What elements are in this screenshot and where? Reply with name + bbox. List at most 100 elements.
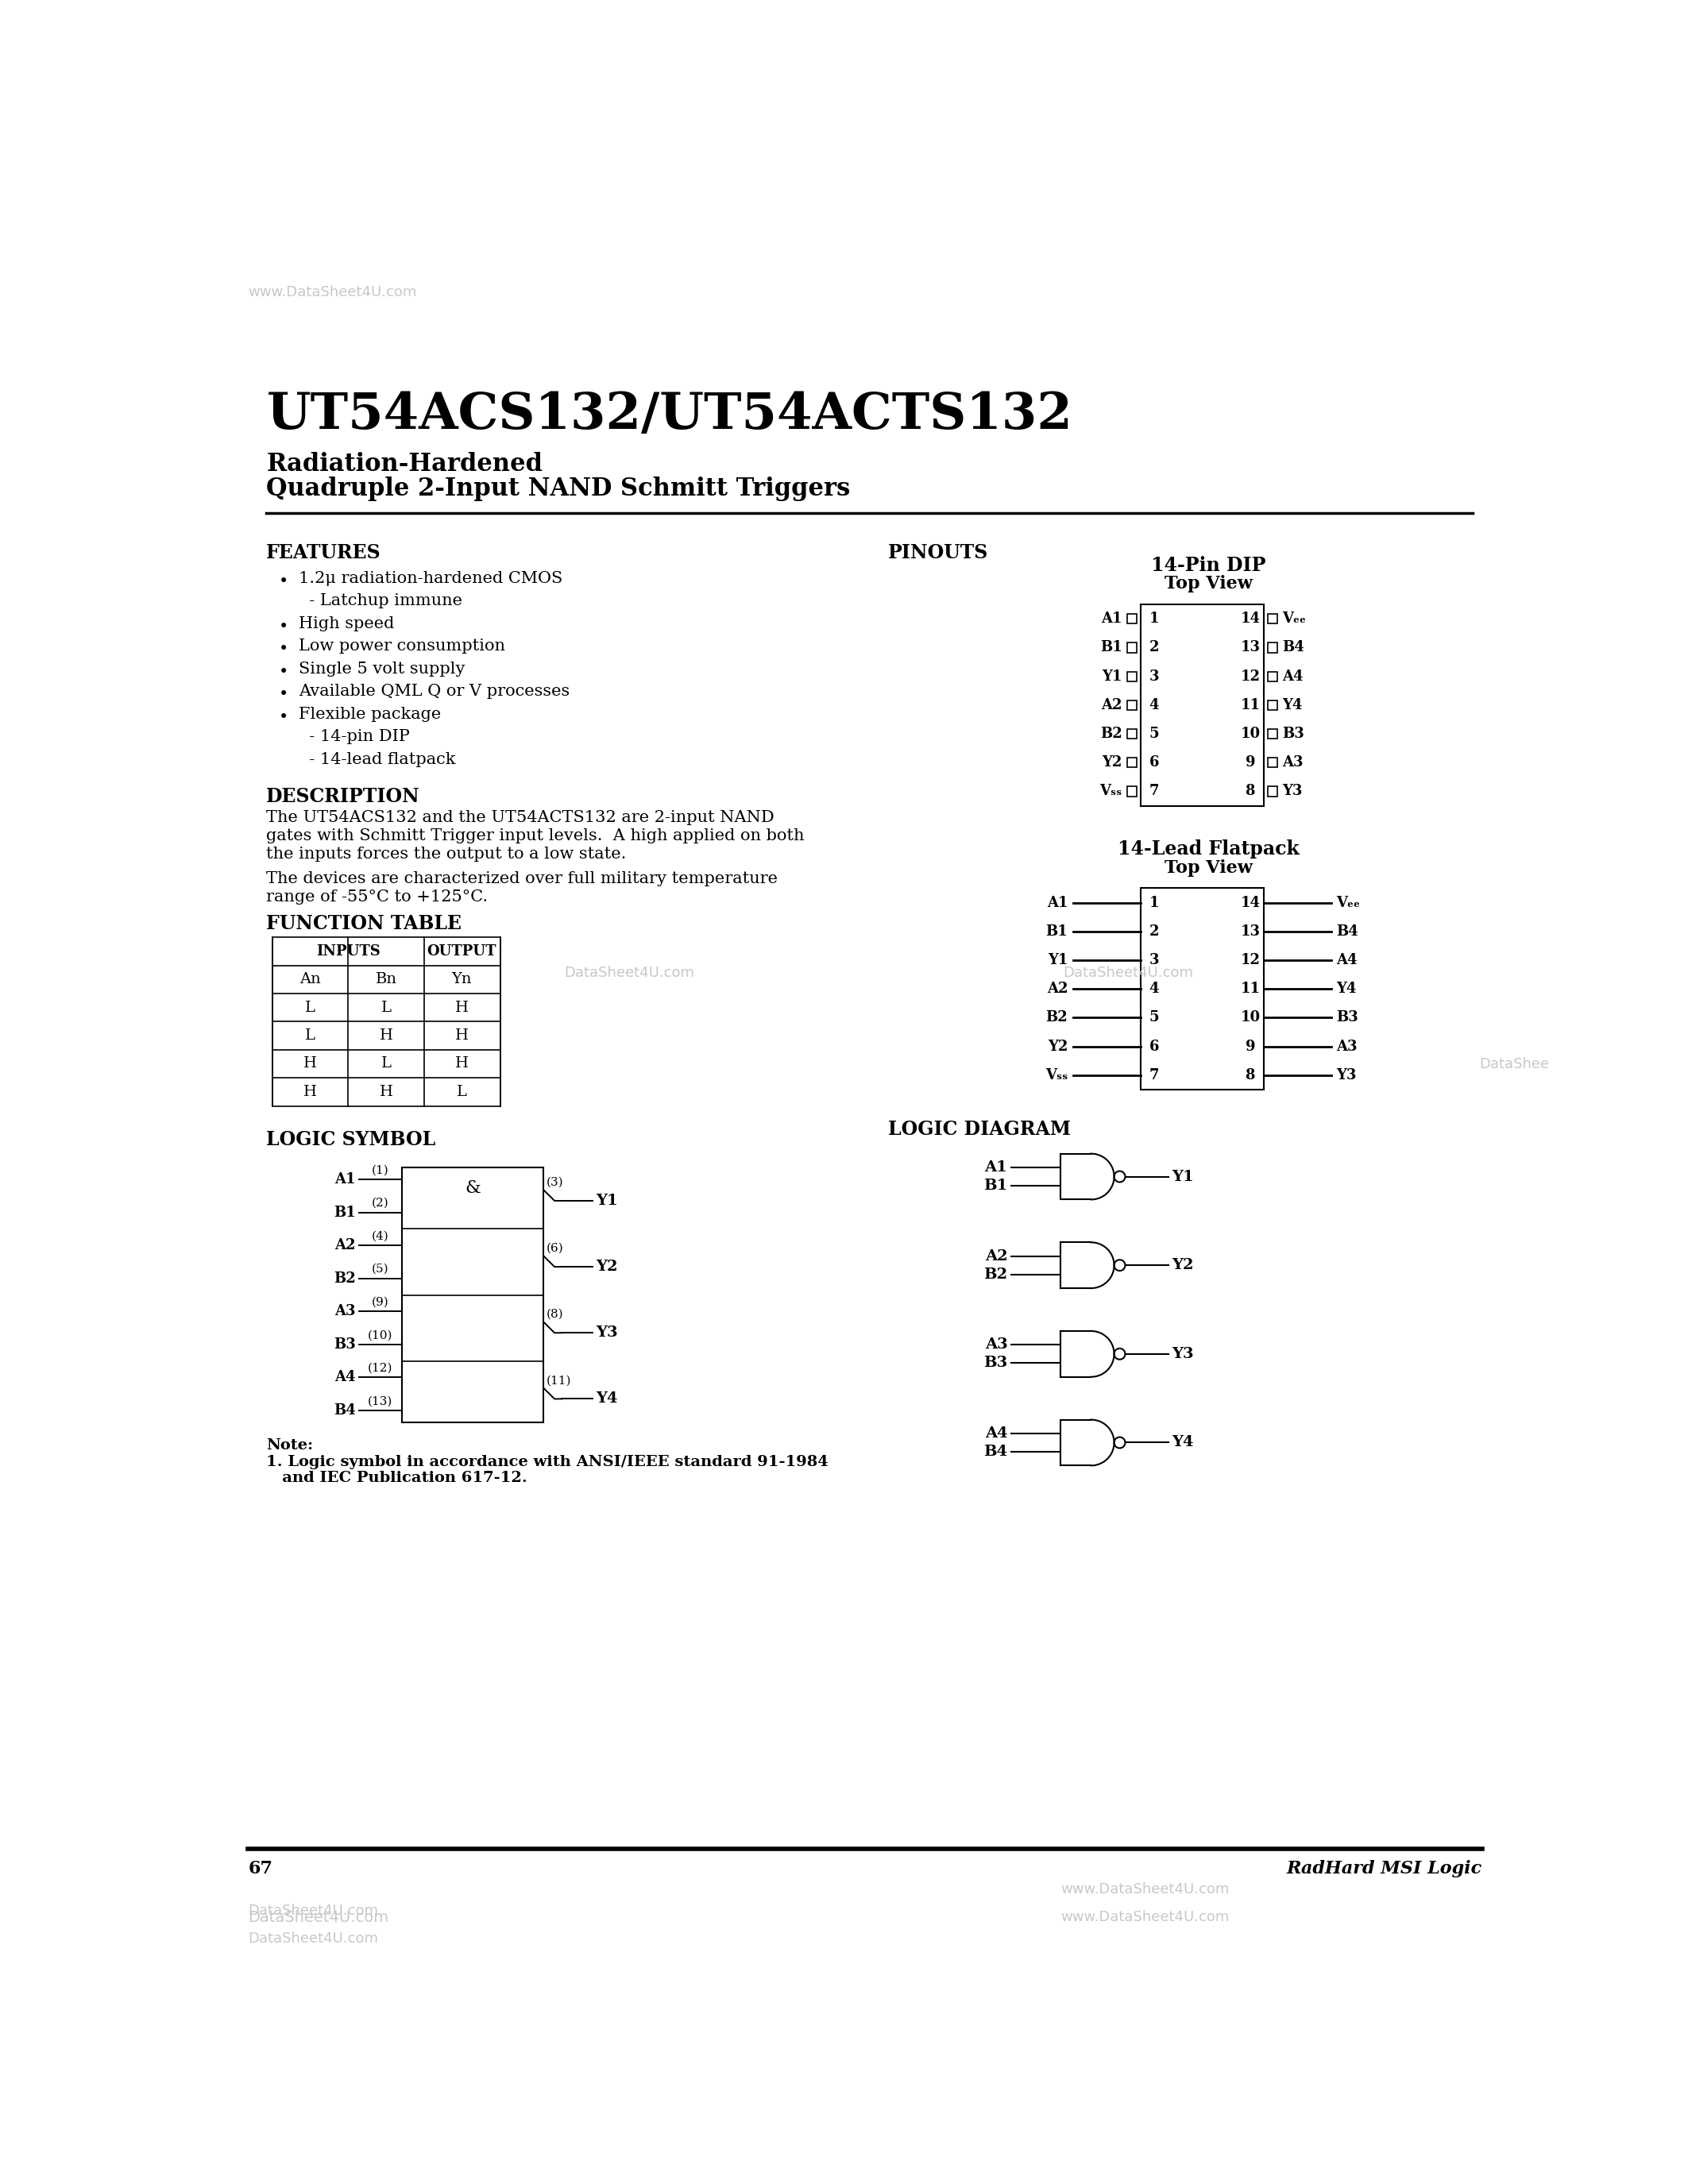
Text: •: • xyxy=(279,664,289,679)
Text: Y3: Y3 xyxy=(1283,784,1303,799)
Text: Note:: Note: xyxy=(267,1437,314,1452)
Text: Y3: Y3 xyxy=(1171,1348,1193,1361)
Text: (8): (8) xyxy=(547,1308,564,1319)
Text: (9): (9) xyxy=(371,1297,388,1308)
Text: B4: B4 xyxy=(1283,640,1305,655)
Text: (3): (3) xyxy=(547,1177,564,1188)
Bar xyxy=(1268,670,1278,681)
Text: DataSheet4U.com: DataSheet4U.com xyxy=(1063,965,1193,981)
Bar xyxy=(272,937,500,1105)
Text: 14: 14 xyxy=(1241,612,1261,627)
Text: RadHard MSI Logic: RadHard MSI Logic xyxy=(1286,1861,1482,1878)
Text: A1: A1 xyxy=(334,1173,356,1186)
Bar xyxy=(1128,729,1138,738)
Text: H: H xyxy=(456,1057,469,1070)
Text: B4: B4 xyxy=(984,1444,1008,1459)
Text: (1): (1) xyxy=(371,1164,388,1175)
Text: B3: B3 xyxy=(984,1356,1008,1369)
Text: Y1: Y1 xyxy=(1102,668,1123,684)
Text: A3: A3 xyxy=(1337,1040,1357,1053)
Text: B4: B4 xyxy=(334,1404,356,1417)
Text: L: L xyxy=(306,1000,316,1016)
Text: A4: A4 xyxy=(1283,668,1303,684)
Text: L: L xyxy=(306,1029,316,1042)
Bar xyxy=(1128,701,1138,710)
Text: 11: 11 xyxy=(1241,983,1261,996)
Text: H: H xyxy=(304,1057,317,1070)
Text: A2: A2 xyxy=(984,1249,1008,1262)
Text: B1: B1 xyxy=(1101,640,1123,655)
Text: A2: A2 xyxy=(1101,699,1123,712)
Text: www.DataSheet4U.com: www.DataSheet4U.com xyxy=(1060,1883,1229,1898)
Text: 11: 11 xyxy=(1241,699,1261,712)
Text: www.DataSheet4U.com: www.DataSheet4U.com xyxy=(1060,1911,1229,1924)
Text: 10: 10 xyxy=(1241,1011,1261,1024)
Text: The devices are characterized over full military temperature: The devices are characterized over full … xyxy=(267,871,778,887)
Text: DataShee: DataShee xyxy=(1479,1057,1550,1072)
Text: Quadruple 2-Input NAND Schmitt Triggers: Quadruple 2-Input NAND Schmitt Triggers xyxy=(267,476,851,500)
Text: B3: B3 xyxy=(1337,1011,1359,1024)
Text: B2: B2 xyxy=(984,1267,1008,1282)
Text: (13): (13) xyxy=(368,1396,393,1406)
Text: range of -55°C to +125°C.: range of -55°C to +125°C. xyxy=(267,889,488,904)
Text: Y1: Y1 xyxy=(596,1195,618,1208)
Bar xyxy=(1128,670,1138,681)
Text: •: • xyxy=(279,688,289,703)
Text: •: • xyxy=(279,574,289,590)
Text: Y1: Y1 xyxy=(1171,1168,1193,1184)
Text: A2: A2 xyxy=(1047,983,1069,996)
Text: Y2: Y2 xyxy=(1171,1258,1193,1273)
Text: 7: 7 xyxy=(1150,1068,1160,1083)
Text: Y2: Y2 xyxy=(596,1260,618,1273)
Text: 6: 6 xyxy=(1150,1040,1160,1053)
Bar xyxy=(1268,758,1278,767)
Text: Vₛₛ: Vₛₛ xyxy=(1045,1068,1069,1083)
Text: 8: 8 xyxy=(1246,784,1256,799)
Text: (6): (6) xyxy=(547,1243,564,1254)
Text: (12): (12) xyxy=(368,1363,393,1374)
Text: Vₑₑ: Vₑₑ xyxy=(1283,612,1307,627)
Text: 13: 13 xyxy=(1241,924,1261,939)
Text: H: H xyxy=(456,1000,469,1016)
Text: Y3: Y3 xyxy=(596,1326,618,1341)
Text: FEATURES: FEATURES xyxy=(267,544,381,563)
Text: 12: 12 xyxy=(1241,952,1261,968)
Text: (2): (2) xyxy=(371,1197,388,1208)
Text: B4: B4 xyxy=(1337,924,1359,939)
Text: 14-Lead Flatpack: 14-Lead Flatpack xyxy=(1117,839,1300,858)
Text: 13: 13 xyxy=(1241,640,1261,655)
Bar xyxy=(1268,786,1278,797)
Text: 3: 3 xyxy=(1150,952,1160,968)
Text: the inputs forces the output to a low state.: the inputs forces the output to a low st… xyxy=(267,847,626,863)
Text: Y1: Y1 xyxy=(1048,952,1069,968)
Text: www.DataSheet4U.com: www.DataSheet4U.com xyxy=(248,286,417,299)
Text: High speed: High speed xyxy=(299,616,393,631)
Bar xyxy=(1268,614,1278,625)
Text: Y3: Y3 xyxy=(1337,1068,1357,1083)
Text: 1. Logic symbol in accordance with ANSI/IEEE standard 91-1984: 1. Logic symbol in accordance with ANSI/… xyxy=(267,1455,829,1470)
Text: &: & xyxy=(464,1179,481,1197)
Text: B3: B3 xyxy=(1283,727,1305,740)
Bar xyxy=(1268,642,1278,653)
Text: A4: A4 xyxy=(334,1369,356,1385)
Text: A3: A3 xyxy=(1283,756,1303,769)
Text: 67: 67 xyxy=(248,1861,272,1878)
Text: Available QML Q or V processes: Available QML Q or V processes xyxy=(299,684,569,699)
Text: 4: 4 xyxy=(1150,699,1160,712)
Text: Vₑₑ: Vₑₑ xyxy=(1337,895,1361,911)
Text: A2: A2 xyxy=(334,1238,356,1254)
Text: Y2: Y2 xyxy=(1102,756,1123,769)
Text: L: L xyxy=(381,1057,392,1070)
Text: 10: 10 xyxy=(1241,727,1261,740)
Text: An: An xyxy=(300,972,321,987)
Text: A4: A4 xyxy=(984,1426,1008,1441)
Text: 8: 8 xyxy=(1246,1068,1256,1083)
Text: Y4: Y4 xyxy=(1337,983,1357,996)
Text: Y4: Y4 xyxy=(1283,699,1303,712)
Text: Yn: Yn xyxy=(452,972,473,987)
Text: 1: 1 xyxy=(1150,895,1160,911)
Text: 2: 2 xyxy=(1150,924,1160,939)
Text: Y4: Y4 xyxy=(596,1391,618,1406)
Text: DataSheet4U.com: DataSheet4U.com xyxy=(248,1931,378,1946)
Text: 14-Pin DIP: 14-Pin DIP xyxy=(1151,555,1266,574)
